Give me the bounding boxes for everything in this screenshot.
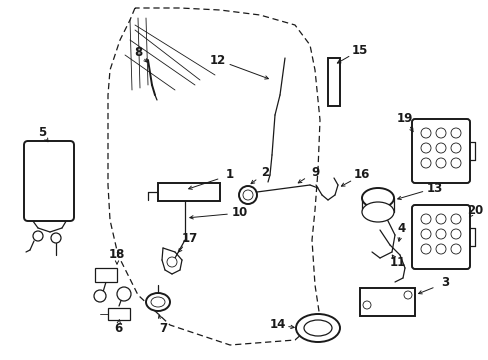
Text: 4: 4 xyxy=(397,221,406,234)
Circle shape xyxy=(450,128,460,138)
Ellipse shape xyxy=(304,320,331,336)
Circle shape xyxy=(435,128,445,138)
Circle shape xyxy=(420,229,430,239)
Circle shape xyxy=(435,143,445,153)
Circle shape xyxy=(403,291,411,299)
Circle shape xyxy=(51,233,61,243)
Bar xyxy=(108,308,130,320)
Bar xyxy=(158,183,220,201)
Circle shape xyxy=(450,244,460,254)
Text: 20: 20 xyxy=(466,203,482,216)
Text: 3: 3 xyxy=(440,276,448,289)
Circle shape xyxy=(420,158,430,168)
Text: 15: 15 xyxy=(351,44,367,57)
Ellipse shape xyxy=(146,293,170,311)
Bar xyxy=(327,58,339,106)
Ellipse shape xyxy=(151,297,164,307)
Circle shape xyxy=(420,128,430,138)
Text: 18: 18 xyxy=(109,248,125,261)
Bar xyxy=(359,288,414,316)
Bar xyxy=(95,268,117,282)
Text: 14: 14 xyxy=(269,319,285,332)
Text: 12: 12 xyxy=(209,54,225,67)
Text: 1: 1 xyxy=(225,168,234,181)
Circle shape xyxy=(243,190,252,200)
Circle shape xyxy=(450,229,460,239)
Circle shape xyxy=(167,257,177,267)
Text: 16: 16 xyxy=(353,168,369,181)
Circle shape xyxy=(435,229,445,239)
Circle shape xyxy=(435,244,445,254)
Circle shape xyxy=(420,143,430,153)
Text: 8: 8 xyxy=(134,45,142,58)
Text: 17: 17 xyxy=(182,231,198,244)
Circle shape xyxy=(94,290,106,302)
Text: 2: 2 xyxy=(261,166,268,180)
Circle shape xyxy=(420,244,430,254)
Text: 9: 9 xyxy=(310,166,319,179)
Ellipse shape xyxy=(295,314,339,342)
Text: 7: 7 xyxy=(159,321,167,334)
Circle shape xyxy=(239,186,257,204)
Circle shape xyxy=(435,158,445,168)
FancyBboxPatch shape xyxy=(411,119,469,183)
Circle shape xyxy=(435,214,445,224)
Ellipse shape xyxy=(361,188,393,208)
Text: 5: 5 xyxy=(38,126,46,139)
Circle shape xyxy=(33,231,43,241)
Text: 10: 10 xyxy=(231,207,247,220)
FancyBboxPatch shape xyxy=(24,141,74,221)
Circle shape xyxy=(420,214,430,224)
Circle shape xyxy=(450,143,460,153)
Ellipse shape xyxy=(361,202,393,222)
Circle shape xyxy=(450,214,460,224)
Circle shape xyxy=(362,301,370,309)
Text: 13: 13 xyxy=(426,181,442,194)
Circle shape xyxy=(450,158,460,168)
Circle shape xyxy=(117,287,131,301)
Text: 6: 6 xyxy=(114,321,122,334)
Text: 19: 19 xyxy=(396,112,412,125)
FancyBboxPatch shape xyxy=(411,205,469,269)
Text: 11: 11 xyxy=(389,256,406,270)
